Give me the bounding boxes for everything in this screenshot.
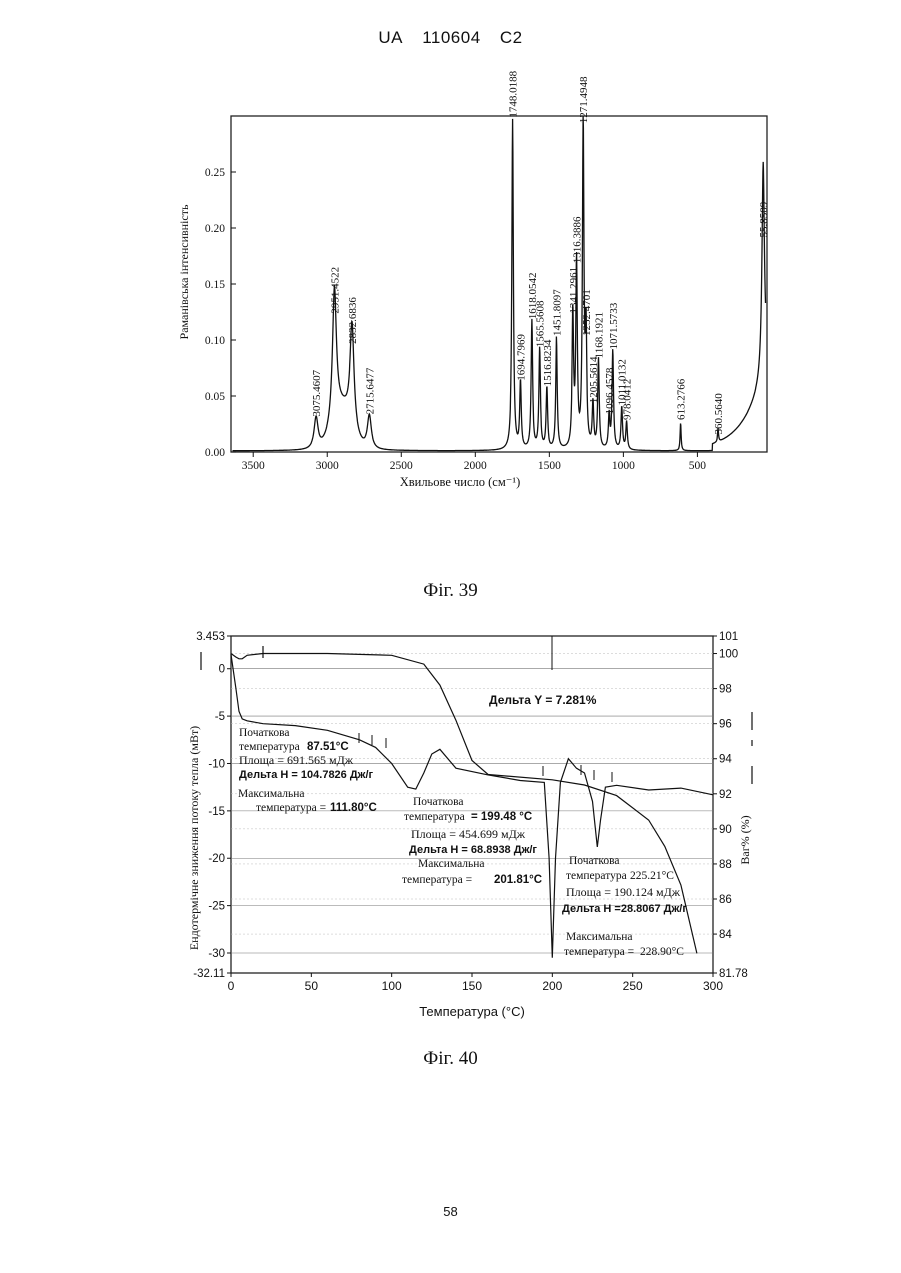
e2-max-label2: температура =	[402, 874, 472, 886]
tga-y-tick-label: 81.78	[719, 968, 748, 980]
e2-max-value: 201.81°C	[494, 874, 542, 886]
dsc-x-axis-label: Температура (°C)	[419, 1004, 525, 1019]
raman-y-axis-label: Раманівська інтенсивність	[177, 204, 191, 339]
e1-max-value: 111.80°C	[330, 802, 377, 814]
raman-peak-label: 1451.8097	[551, 289, 563, 336]
raman-peak-label: 1096.4578	[604, 367, 616, 414]
figure-40-caption: Фіг. 40	[0, 1048, 901, 1070]
dsc-y-tick-label: -5	[215, 711, 225, 723]
raman-peak-label: 613.2766	[676, 378, 688, 420]
raman-spectrum-chart: 0.00 0.05 0.10 0.15 0.20 0.25 3500 3000 2500 200…	[0, 0, 901, 560]
raman-peak-label: 1071.5733	[608, 302, 620, 349]
e2-delta-h: Дельта H = 68.8938 Дж/г	[409, 844, 537, 856]
e1-onset-label: Початкова	[239, 727, 290, 739]
raman-peak-label: 1205.5614	[588, 356, 600, 403]
dsc-tga-chart: 3.453 0 -5 -10 -15 -20 -25 -30 -32.11 101 100 98 96…	[0, 600, 901, 1040]
e3-max-label2: температура =	[564, 946, 634, 958]
e3-onset-value: 225.21°C	[630, 870, 674, 882]
e2-onset-label2: температура	[404, 811, 465, 823]
raman-y-tick-label: 0.10	[205, 335, 225, 347]
e3-area: Площа = 190.124 мДж	[566, 885, 681, 899]
raman-peak-label: 2951.4522	[329, 267, 341, 314]
raman-y-tick-label: 0.20	[205, 223, 225, 235]
tga-y-tick-label: 100	[719, 649, 738, 661]
dsc-x-tick-label: 50	[305, 979, 319, 993]
e2-onset-label: Початкова	[413, 796, 464, 808]
tga-y-tick-label: 90	[719, 824, 732, 836]
raman-y-tick-label: 0.15	[205, 279, 225, 291]
dsc-x-tick-label: 0	[228, 979, 235, 993]
raman-peak-label: 978.0412	[622, 379, 634, 420]
dsc-y-tick-label: -15	[208, 806, 225, 818]
e3-onset-label2: температура	[566, 870, 627, 882]
dsc-x-tick-label: 150	[462, 979, 482, 993]
raman-y-tick-label: 0.05	[205, 391, 225, 403]
tga-y-tick-label: 98	[719, 684, 732, 696]
raman-x-axis-label: Хвильове число (см⁻¹)	[400, 475, 521, 489]
e3-onset-label: Початкова	[569, 855, 620, 867]
tga-y-tick-label: 92	[719, 789, 732, 801]
e2-max-label: Максимальна	[418, 858, 485, 870]
e2-area: Площа = 454.699 мДж	[411, 827, 526, 841]
dsc-y-tick-label: -32.11	[193, 968, 225, 980]
raman-peak-label: 1341.2961	[568, 267, 580, 314]
tga-y-tick-label: 88	[719, 859, 732, 871]
e1-max-label2: температура =	[256, 802, 326, 814]
raman-peak-label: 1516.8234	[542, 339, 554, 386]
dsc-x-tick-label: 300	[703, 979, 723, 993]
raman-peak-label: 2832.6836	[347, 297, 359, 344]
e3-max-label: Максимальна	[566, 931, 633, 943]
tga-y-tick-label: 101	[719, 631, 738, 643]
raman-x-tick-label: 500	[689, 460, 707, 472]
e1-onset-value: 87.51°C	[307, 741, 349, 753]
tga-y-tick-label: 94	[719, 754, 732, 766]
dsc-y-tick-label: -30	[208, 948, 225, 960]
raman-peak-label: 1271.4948	[578, 76, 590, 123]
dsc-y-tick-label: -10	[208, 758, 225, 770]
dsc-y-tick-label: -25	[208, 901, 225, 913]
dsc-y-tick-label: 0	[219, 664, 225, 676]
tga-y-tick-label: 84	[719, 929, 732, 941]
raman-peak-label: 3075.4607	[311, 369, 323, 416]
e1-max-label: Максимальна	[238, 788, 305, 800]
tga-y-axis-label: Ваг% (%)	[738, 815, 752, 864]
dsc-x-tick-label: 100	[382, 979, 402, 993]
raman-x-tick-label: 2000	[464, 460, 487, 472]
raman-peak-label: 1748.0188	[508, 70, 520, 117]
raman-peak-label: 55.8509	[758, 201, 770, 237]
raman-peak-label: 1252.4701	[581, 289, 593, 336]
raman-x-tick-label: 2500	[390, 460, 413, 472]
raman-peak-label: 1694.7969	[515, 334, 527, 381]
raman-x-tick-label: 1500	[538, 460, 561, 472]
e1-onset-label2: температура	[239, 741, 300, 753]
e1-area: Площа = 691.565 мДж	[239, 753, 354, 767]
dsc-y-tick-label: -20	[208, 853, 225, 865]
tga-y-tick-label: 86	[719, 894, 732, 906]
delta-y-annotation: Дельта Y = 7.281%	[489, 693, 597, 707]
dsc-x-tick-label: 250	[623, 979, 643, 993]
e3-max-value: 228.90°C	[640, 946, 684, 958]
raman-peak-label: 1168.1921	[593, 312, 605, 358]
raman-y-tick-label: 0.25	[205, 167, 225, 179]
raman-x-tick-label: 3000	[316, 460, 339, 472]
raman-peak-label: 2715.6477	[364, 367, 376, 414]
raman-peak-label: 1316.3886	[572, 216, 584, 263]
e1-delta-h: Дельта H = 104.7826 Дж/г	[239, 769, 374, 781]
page-number: 58	[0, 1204, 901, 1219]
tga-y-tick-label: 96	[719, 719, 732, 731]
e2-onset-value: = 199.48 °C	[471, 811, 532, 823]
dsc-x-tick-label: 200	[542, 979, 562, 993]
raman-x-tick-label: 1000	[612, 460, 635, 472]
dsc-y-axis-label: Ендотермічне зниження потоку тепла (мВт)	[187, 726, 201, 950]
raman-y-tick-label: 0.00	[205, 447, 225, 459]
e3-delta-h: Дельта H =28.8067 Дж/г	[562, 903, 687, 915]
figure-39-caption: Фіг. 39	[0, 580, 901, 602]
dsc-y-tick-label: 3.453	[196, 631, 225, 643]
raman-x-tick-label: 3500	[242, 460, 265, 472]
raman-peak-label: 360.5640	[713, 393, 725, 435]
